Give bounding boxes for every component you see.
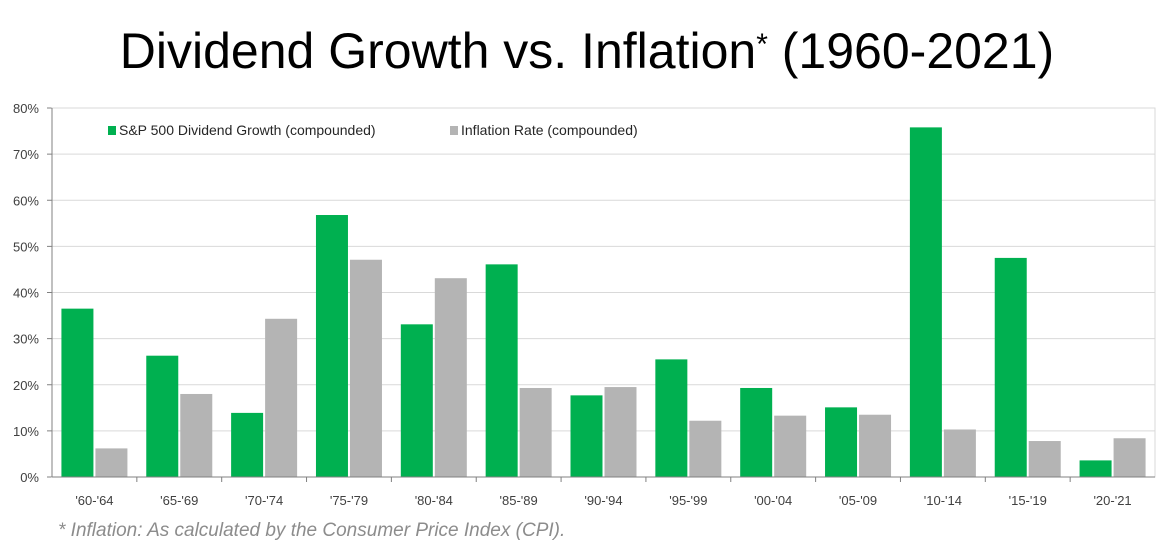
dividend-growth-bar bbox=[825, 407, 858, 477]
inflation-bar bbox=[349, 259, 382, 477]
legend-label: Inflation Rate (compounded) bbox=[461, 122, 638, 138]
y-tick-label: 40% bbox=[13, 286, 39, 301]
y-tick-label: 60% bbox=[13, 193, 39, 208]
x-tick-label: '00-'04 bbox=[754, 493, 792, 508]
dividend-growth-bar bbox=[146, 355, 179, 477]
axes bbox=[47, 107, 1156, 482]
x-tick-label: '20-'21 bbox=[1093, 493, 1131, 508]
dividend-growth-bar bbox=[655, 359, 688, 477]
x-tick-label: '75-'79 bbox=[330, 493, 368, 508]
dividend-growth-bar bbox=[909, 127, 942, 477]
bars bbox=[61, 127, 1146, 477]
x-tick-label: '10-'14 bbox=[924, 493, 962, 508]
x-tick-label: '15-'19 bbox=[1009, 493, 1047, 508]
inflation-bar bbox=[95, 448, 128, 477]
gridlines bbox=[52, 107, 1155, 432]
chart-title: Dividend Growth vs. Inflation* (1960-202… bbox=[0, 22, 1174, 80]
inflation-bar bbox=[1113, 438, 1146, 477]
chart-title-text: Dividend Growth vs. Inflation bbox=[119, 23, 757, 79]
y-tick-label: 0% bbox=[20, 470, 39, 485]
dividend-growth-bar bbox=[740, 387, 773, 477]
title-asterisk: * bbox=[756, 28, 768, 61]
y-tick-label: 70% bbox=[13, 147, 39, 162]
dividend-growth-bar bbox=[485, 264, 518, 477]
dividend-growth-bar bbox=[231, 412, 264, 477]
inflation-bar bbox=[434, 278, 467, 477]
x-tick-label: '70-'74 bbox=[245, 493, 283, 508]
legend-swatch bbox=[108, 126, 116, 135]
y-tick-label: 50% bbox=[13, 239, 39, 254]
inflation-bar bbox=[774, 415, 807, 477]
dividend-growth-bar bbox=[61, 308, 94, 477]
y-axis-ticks: 0% 10% 20% 30% 40% 50% 60% 70% 80% bbox=[13, 101, 39, 485]
chart-title-period: (1960-2021) bbox=[781, 23, 1055, 79]
legend-label: S&P 500 Dividend Growth (compounded) bbox=[119, 122, 376, 138]
inflation-bar bbox=[265, 318, 298, 477]
inflation-bar bbox=[689, 420, 722, 477]
dividend-growth-bar bbox=[570, 395, 603, 477]
inflation-bar bbox=[604, 387, 637, 477]
x-tick-label: '05-'09 bbox=[839, 493, 877, 508]
dividend-growth-bar bbox=[315, 215, 348, 477]
y-tick-label: 30% bbox=[13, 332, 39, 347]
x-tick-label: '95-'99 bbox=[669, 493, 707, 508]
inflation-bar bbox=[1028, 441, 1061, 477]
legend: S&P 500 Dividend Growth (compounded) Infl… bbox=[108, 122, 638, 138]
y-tick-label: 10% bbox=[13, 424, 39, 439]
dividend-growth-bar bbox=[1079, 460, 1112, 477]
inflation-bar bbox=[519, 387, 552, 477]
inflation-bar bbox=[943, 429, 976, 477]
x-tick-label: '90-'94 bbox=[584, 493, 622, 508]
x-axis-ticks: '60-'64 '65-'69 '70-'74 '75-'79 '80-'84 '85-'… bbox=[75, 493, 1131, 508]
footnote: * Inflation: As calculated by the Consum… bbox=[58, 520, 566, 541]
y-tick-label: 20% bbox=[13, 378, 39, 393]
x-tick-label: '80-'84 bbox=[415, 493, 453, 508]
dividend-growth-bar bbox=[400, 324, 433, 477]
inflation-bar bbox=[180, 393, 213, 477]
y-tick-label: 80% bbox=[13, 101, 39, 116]
x-tick-label: '60-'64 bbox=[75, 493, 113, 508]
inflation-bar bbox=[859, 414, 892, 477]
x-tick-label: '85-'89 bbox=[500, 493, 538, 508]
x-tick-label: '65-'69 bbox=[160, 493, 198, 508]
dividend-growth-bar bbox=[994, 257, 1027, 477]
legend-swatch bbox=[450, 126, 458, 135]
